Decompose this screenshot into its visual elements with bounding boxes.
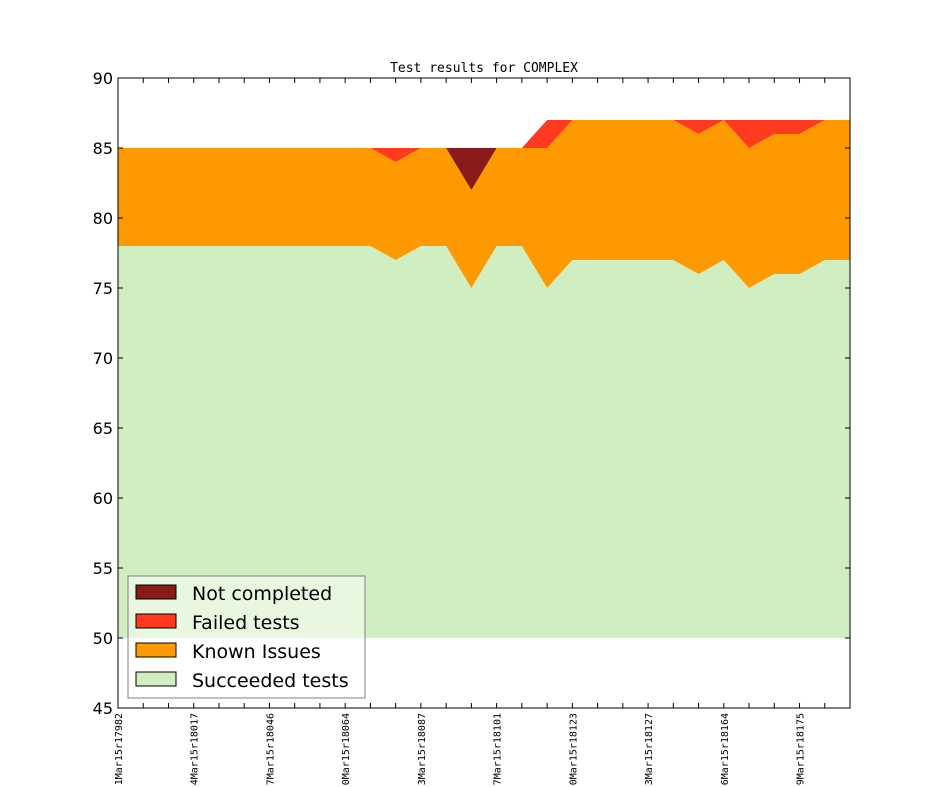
x-tick-label: 1Mar15r17982 bbox=[114, 713, 125, 785]
x-tick-label: 0Mar15r18123 bbox=[568, 713, 579, 785]
x-tick-label: 9Mar15r18175 bbox=[796, 713, 807, 785]
y-tick-label: 55 bbox=[93, 559, 113, 578]
legend-label: Known Issues bbox=[192, 641, 321, 663]
area-not-completed bbox=[118, 120, 850, 190]
legend-label: Succeeded tests bbox=[192, 670, 349, 692]
x-tick-label: 3Mar15r18127 bbox=[644, 713, 655, 785]
y-tick-label: 70 bbox=[93, 349, 113, 368]
legend: Not completed Failed tests Known Issues Suc… bbox=[127, 575, 366, 699]
legend-swatch bbox=[135, 584, 177, 600]
y-tick-label: 60 bbox=[93, 489, 113, 508]
y-tick-label: 90 bbox=[93, 69, 113, 88]
plot-frame bbox=[117, 77, 851, 709]
y-tick-label: 45 bbox=[93, 699, 113, 718]
y-tick-label: 80 bbox=[93, 209, 113, 228]
legend-label: Not completed bbox=[192, 583, 332, 605]
area-succeeded-tests bbox=[118, 246, 850, 638]
x-tick-label: 0Mar15r18064 bbox=[341, 713, 352, 785]
chart-title: Test results for COMPLEX bbox=[390, 61, 578, 76]
y-tick-label: 85 bbox=[93, 139, 113, 158]
legend-swatch bbox=[135, 613, 177, 629]
legend-label: Failed tests bbox=[192, 612, 300, 634]
y-tick-label: 65 bbox=[93, 419, 113, 438]
area-known-issues bbox=[118, 120, 850, 288]
legend-swatch bbox=[135, 642, 177, 658]
legend-swatch bbox=[135, 671, 177, 687]
x-tick-label: 4Mar15r18017 bbox=[190, 713, 201, 785]
area-failed-tests bbox=[118, 120, 850, 190]
x-tick-label: 7Mar15r18101 bbox=[493, 713, 504, 785]
y-tick-label: 75 bbox=[93, 279, 113, 298]
x-tick-label: 3Mar15r18087 bbox=[417, 713, 428, 785]
y-tick-label: 50 bbox=[93, 629, 113, 648]
x-tick-label: 6Mar15r18164 bbox=[720, 713, 731, 785]
x-tick-label: 7Mar15r18046 bbox=[265, 713, 276, 785]
